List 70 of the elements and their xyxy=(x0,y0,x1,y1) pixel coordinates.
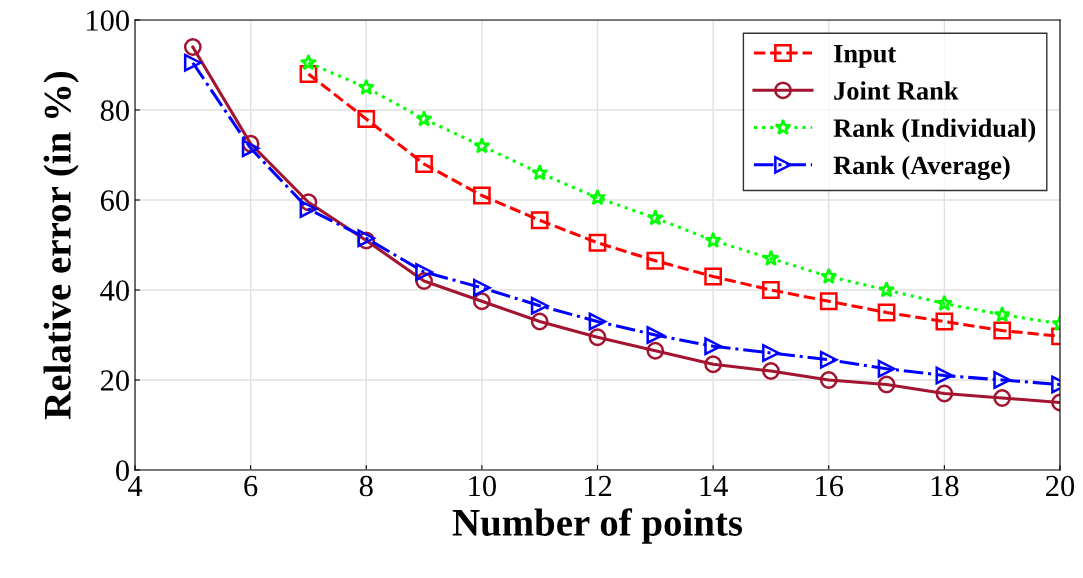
point xyxy=(415,155,433,173)
legend-label: Rank (Average) xyxy=(833,155,1010,180)
legend-label: Rank (Individual) xyxy=(833,118,1036,143)
point xyxy=(993,389,1012,407)
point xyxy=(530,312,549,331)
x-tick-label: 20 xyxy=(1046,475,1075,497)
x-tick-label: 16 xyxy=(816,475,844,497)
x-tick-label: 8 xyxy=(359,475,373,497)
point xyxy=(646,326,665,344)
point xyxy=(704,231,722,248)
point xyxy=(299,200,318,218)
x-axis-title: Number of points xyxy=(452,508,743,544)
point xyxy=(588,233,607,252)
point xyxy=(357,110,376,128)
legend-label: Joint Rank xyxy=(834,81,959,100)
y-axis-title: Relative error (in %) xyxy=(43,71,79,420)
point xyxy=(762,362,780,380)
point xyxy=(183,38,202,56)
point xyxy=(531,164,549,181)
point xyxy=(530,296,549,315)
y-tick-label: 80 xyxy=(100,100,129,121)
point xyxy=(819,371,838,389)
y-tick-label: 40 xyxy=(100,280,129,301)
point xyxy=(588,188,607,206)
point xyxy=(415,110,433,127)
point xyxy=(993,321,1012,340)
y-tick-label: 0 xyxy=(116,460,129,481)
point xyxy=(762,249,780,266)
point xyxy=(588,328,607,347)
point xyxy=(820,267,838,284)
point xyxy=(935,294,953,311)
y-tick-label: 20 xyxy=(100,370,129,391)
point xyxy=(819,292,838,311)
point xyxy=(762,344,780,362)
y-tick-label: 60 xyxy=(100,190,129,211)
point xyxy=(877,359,896,378)
point xyxy=(472,186,491,205)
point xyxy=(415,263,433,281)
y-tick-label: 100 xyxy=(86,10,129,31)
legend-label: Input xyxy=(834,44,897,68)
point xyxy=(183,53,202,72)
point xyxy=(935,384,954,403)
point xyxy=(935,366,954,385)
point xyxy=(473,137,491,154)
point xyxy=(878,281,896,298)
point xyxy=(472,292,491,311)
point xyxy=(241,139,260,158)
point xyxy=(993,305,1011,323)
point xyxy=(993,371,1012,389)
x-tick-label: 18 xyxy=(931,475,959,497)
point xyxy=(762,281,780,299)
point xyxy=(819,350,838,369)
x-tick-label: 6 xyxy=(244,475,258,497)
point xyxy=(646,341,665,360)
point xyxy=(935,312,954,331)
x-tick-label: 10 xyxy=(469,475,496,497)
point xyxy=(646,251,665,270)
point xyxy=(877,303,896,322)
point xyxy=(357,78,375,95)
point xyxy=(530,211,549,230)
point xyxy=(299,53,317,71)
point xyxy=(877,375,896,394)
x-tick-label: 14 xyxy=(700,475,728,497)
x-tick-label: 12 xyxy=(584,475,612,497)
point xyxy=(704,267,723,286)
point xyxy=(704,337,723,356)
point xyxy=(588,312,607,331)
point xyxy=(472,278,491,297)
point xyxy=(646,209,664,226)
point xyxy=(704,355,723,374)
